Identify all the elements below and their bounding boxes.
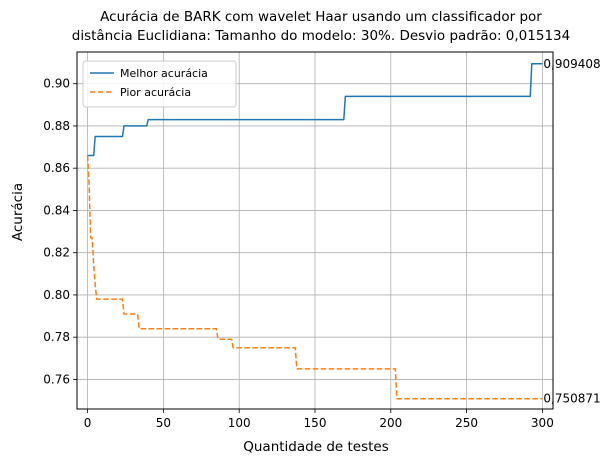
annotation-max-value: 0,909408: [543, 57, 600, 71]
y-tick-label: 0.82: [43, 246, 70, 260]
y-tick-label: 0.80: [43, 288, 70, 302]
annotations: 0,909408 0,750871: [543, 57, 600, 406]
series-line-pior-acuracia: [86, 155, 543, 400]
y-tick-label: 0.76: [43, 372, 70, 386]
legend-label-melhor: Melhor acurácia: [120, 67, 208, 80]
chart-title-line-2: distância Euclidiana: Tamanho do modelo:…: [72, 28, 570, 44]
x-tick-label: 250: [455, 416, 478, 430]
legend-label-pior: Pior acurácia: [120, 86, 191, 99]
legend: Melhor acurácia Pior acurácia: [82, 60, 237, 108]
chart-title-line-1: Acurácia de BARK com wavelet Haar usando…: [100, 9, 542, 25]
x-tick-label: 150: [304, 416, 327, 430]
y-tick-label: 0.78: [43, 330, 70, 344]
y-axis-label: Acurácia: [10, 183, 26, 241]
x-tick-label: 200: [379, 416, 402, 430]
ticks: 0 50 100 150 200 250 300 0.76 0.78 0.80 0.82 0.84 0.…: [43, 77, 554, 430]
y-tick-label: 0.90: [43, 77, 70, 91]
series-layer: [86, 63, 543, 400]
x-tick-label: 100: [228, 416, 251, 430]
x-tick-label: 0: [84, 416, 92, 430]
y-tick-label: 0.86: [43, 161, 70, 175]
legend-box: [82, 60, 237, 108]
annotation-min-value: 0,750871: [543, 392, 600, 406]
series-line-melhor-acuracia: [87, 63, 543, 157]
x-tick-label: 50: [156, 416, 171, 430]
grid: [77, 52, 553, 409]
y-tick-label: 0.88: [43, 119, 70, 133]
x-axis-label: Quantidade de testes: [243, 439, 389, 455]
y-tick-label: 0.84: [43, 203, 70, 217]
x-tick-label: 300: [531, 416, 554, 430]
